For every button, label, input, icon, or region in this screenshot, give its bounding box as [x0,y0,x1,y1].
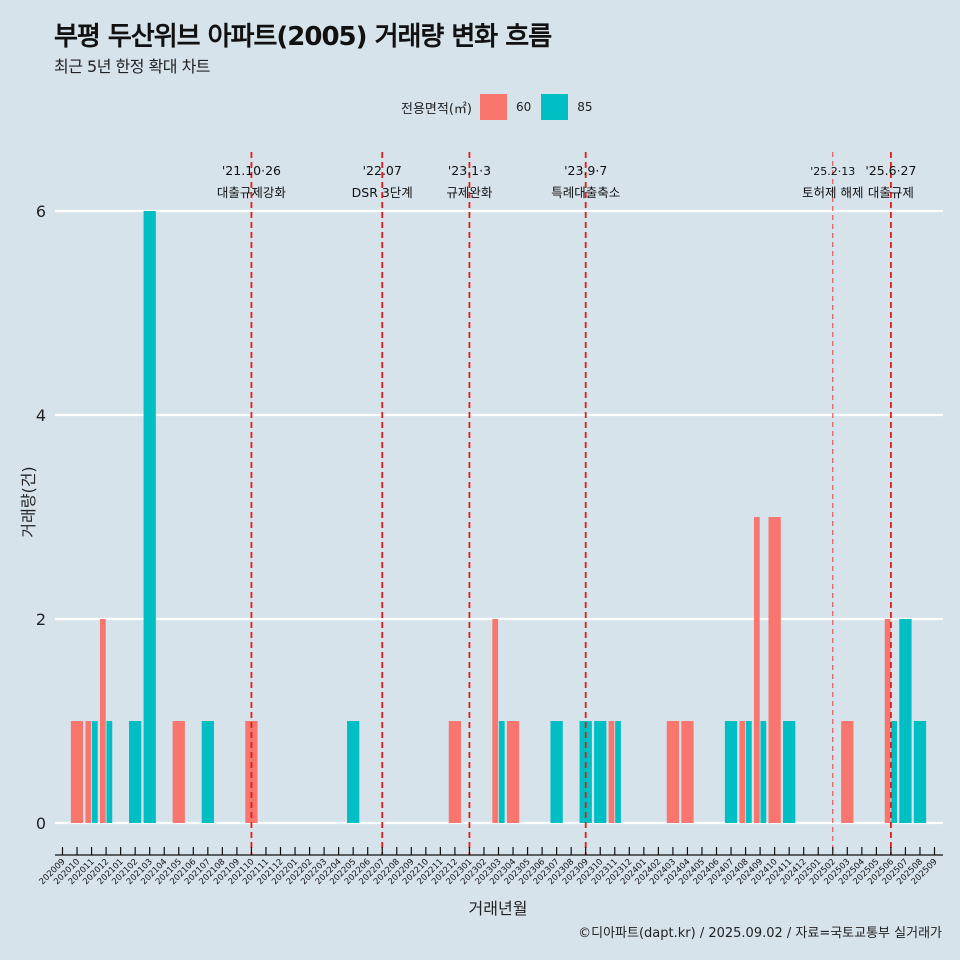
bar-85-202409 [760,721,767,823]
chart-title: 부평 두산위브 아파트(2005) 거래량 변화 흐름 [54,22,552,52]
y-axis: 0 2 4 6 [36,202,46,833]
bar-60-202409 [753,517,760,823]
bar-85-202011 [91,721,98,823]
event-date: '25.6·27 [865,163,916,178]
chart-subtitle: 최근 5년 한정 확대 차트 [54,57,211,76]
y-tick-label: 0 [36,814,46,833]
event-label: 규제완화 [446,185,493,200]
bar-85-202407 [724,721,738,823]
bars [70,211,927,823]
bar-85-202102 [129,721,142,823]
bar-85-202205 [347,721,360,823]
legend-label-85: 85 [577,100,593,114]
bar-85-202012 [106,721,113,823]
event-label: 토허제 해제 [802,185,863,200]
legend: 전용면적(㎡) 60 85 [401,93,603,121]
bar-60-202105 [172,721,185,823]
event-date: '22.07 [363,163,402,178]
bar-85-202411 [783,721,796,823]
event-date: '21.10·26 [222,163,281,178]
event-label: 대출규제 [868,185,914,200]
bar-60-202403 [666,721,680,823]
y-tick-label: 6 [36,202,46,221]
bar-60-202010 [70,721,84,823]
legend-key-60 [479,94,507,120]
bar-60-202212 [448,721,462,823]
bar-60-202503 [841,721,854,823]
event-lines [250,152,892,855]
bar-85-202311 [615,721,621,823]
bar-60-202311 [608,721,615,823]
legend-key-85 [541,94,569,120]
bar-85-202408 [745,721,752,823]
bar-85-202303 [498,721,505,823]
x-axis-title: 거래년월 [469,899,528,918]
bar-85-202508 [913,721,927,823]
bar-60-202506 [884,619,891,823]
bar-85-202506 [891,721,898,823]
event-label: 특례대출축소 [551,185,620,200]
y-axis-title: 거래량(건) [19,466,38,537]
event-date: '23.1·3 [448,163,491,178]
bar-60-202304 [506,721,520,823]
x-axis: 2020092020102020112020122021012021022021… [38,847,943,887]
event-label: 대출규제강화 [217,185,287,200]
bar-85-202310 [594,721,607,823]
bar-60-202011 [85,721,92,823]
legend-label-60: 60 [515,100,532,114]
event-date: '23.9·7 [564,163,607,178]
bar-85-202307 [550,721,563,823]
event-annotations: '21.10·26 대출규제강화 '22.07 DSR 3단계 '23.1·3 규제완화 '… [217,163,917,200]
bar-60-202404 [681,721,694,823]
legend-title: 전용면적(㎡) [401,101,472,117]
bar-60-202012 [99,619,106,823]
y-tick-label: 4 [36,406,46,425]
bar-85-202107 [201,721,214,823]
bar-60-202408 [739,721,746,823]
bar-60-202303 [492,619,499,823]
event-date: '25.2·13 [810,165,855,178]
bar-85-202507 [899,619,912,823]
y-tick-label: 2 [36,610,46,629]
bar-60-202410 [768,517,781,823]
bar-85-202103 [143,211,156,823]
footer-credit: ©디아파트(dapt.kr) / 2025.09.02 / 자료=국토교통부 실… [578,926,942,941]
event-label: DSR 3단계 [352,185,413,200]
